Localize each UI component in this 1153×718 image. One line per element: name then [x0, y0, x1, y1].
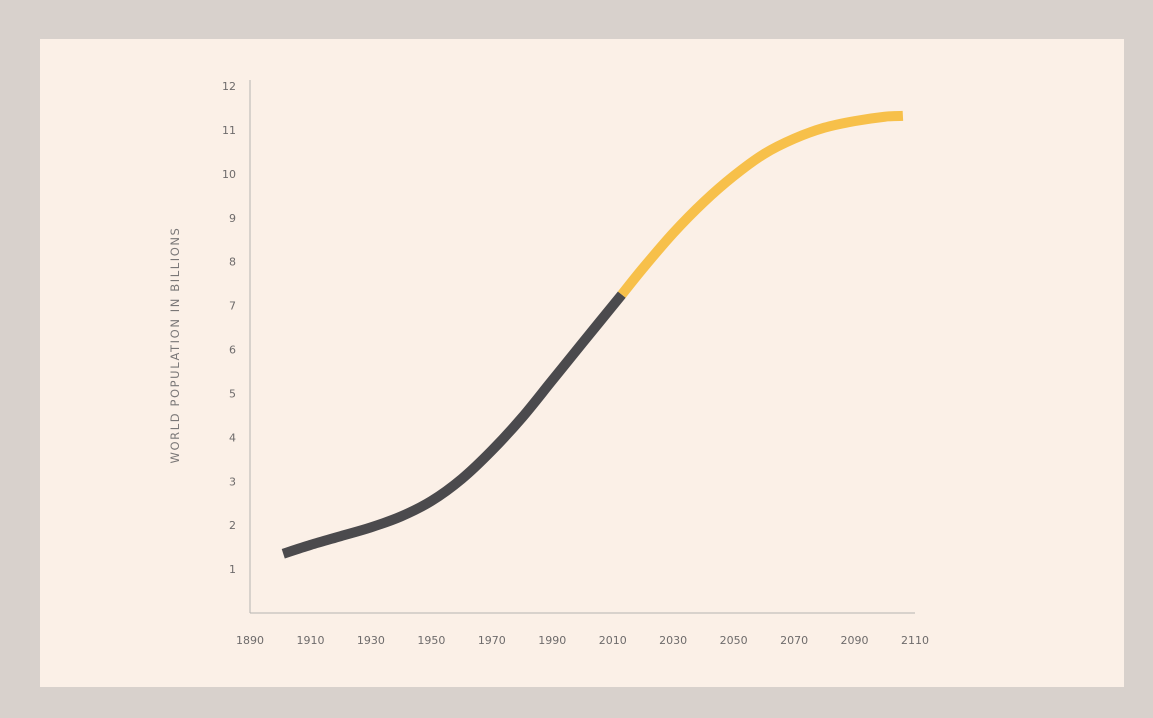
y-tick-label: 4 [229, 431, 236, 444]
y-tick-label: 6 [229, 344, 236, 357]
y-tick-label: 12 [222, 80, 236, 93]
y-tick-label: 5 [229, 387, 236, 400]
y-tick-label: 11 [222, 124, 236, 137]
y-tick-label: 2 [229, 519, 236, 532]
chart-panel [40, 39, 1124, 687]
x-tick-label: 2010 [599, 634, 627, 647]
x-tick-label: 2030 [659, 634, 687, 647]
x-tick-label: 1970 [478, 634, 506, 647]
x-tick-label: 2070 [780, 634, 808, 647]
x-tick-label: 2090 [841, 634, 869, 647]
x-tick-label: 1890 [236, 634, 264, 647]
x-tick-label: 1930 [357, 634, 385, 647]
y-axis-label: WORLD POPULATION IN BILLIONS [168, 227, 182, 464]
y-tick-label: 1 [229, 563, 236, 576]
series-layer [281, 110, 904, 559]
x-tick-labels: 1890 1910 1930 1950 1970 1990 2010 2030 2050 2070… [236, 634, 929, 647]
x-tick-label: 1950 [417, 634, 445, 647]
x-tick-label: 1990 [538, 634, 566, 647]
y-tick-label: 10 [222, 168, 236, 181]
historical-series-line [281, 291, 626, 559]
x-tick-label: 2110 [901, 634, 929, 647]
y-tick-label: 8 [229, 256, 236, 269]
y-tick-label: 7 [229, 300, 236, 313]
projection-series-line [617, 110, 904, 298]
y-tick-label: 9 [229, 212, 236, 225]
y-tick-label: 3 [229, 475, 236, 488]
x-tick-label: 1910 [296, 634, 324, 647]
x-tick-label: 2050 [720, 634, 748, 647]
